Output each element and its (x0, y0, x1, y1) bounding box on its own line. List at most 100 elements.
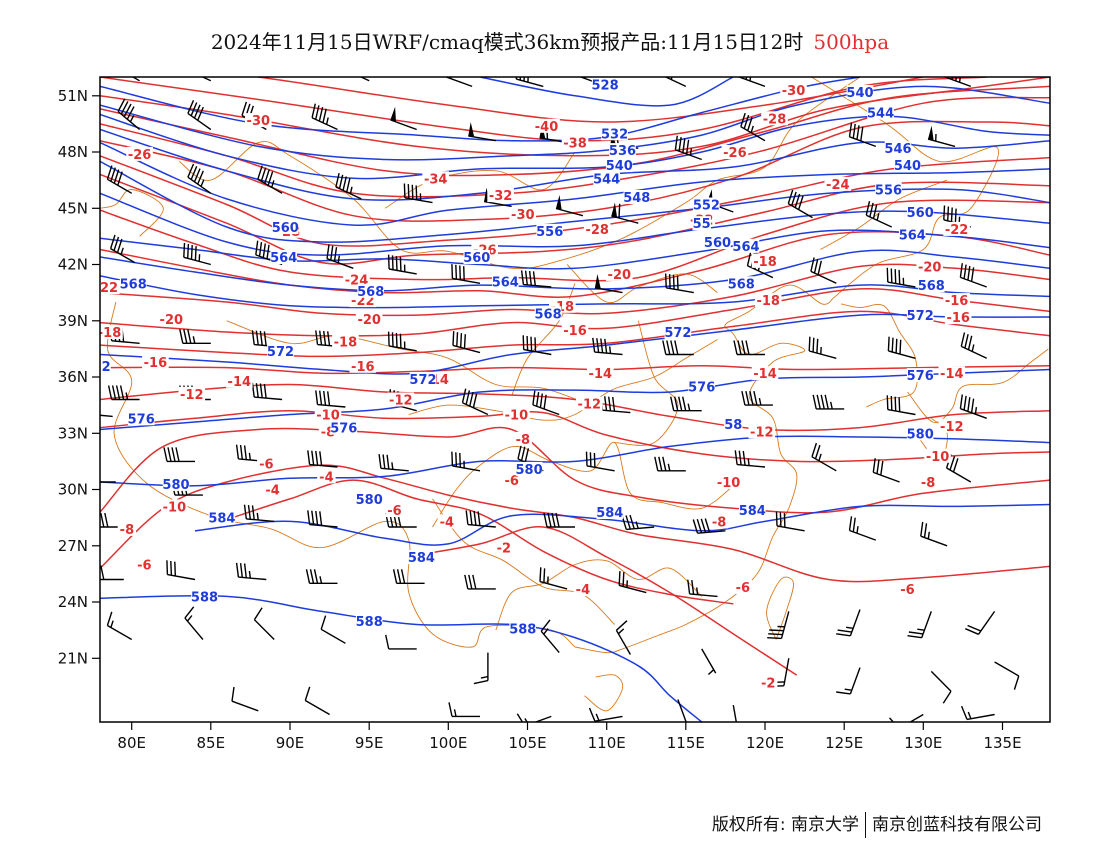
wind-barb (960, 332, 987, 359)
wind-barb (452, 331, 481, 354)
height-label: 560 (907, 206, 934, 221)
height-contour (100, 435, 1050, 487)
height-label: 556 (536, 225, 563, 240)
temperature-label-bg (100, 325, 123, 339)
height-label: 528 (592, 79, 619, 94)
temperature-label: -8 (516, 433, 530, 448)
temperature-label-bg (576, 396, 603, 411)
wind-barb (740, 112, 766, 142)
wind-barb (618, 571, 647, 594)
height-label: 576 (688, 380, 715, 395)
wind-barb (585, 451, 615, 472)
temperature-label: -20 (357, 313, 381, 328)
wind-barb (335, 172, 362, 200)
height-label-bg (664, 325, 692, 339)
height-label: 560 (704, 236, 731, 251)
boundary-line (820, 179, 948, 250)
temperature-label: -26 (723, 146, 747, 161)
wind-barb (836, 667, 861, 695)
copyright-footer: 版权所有: 南京大学 南京创蓝科技有限公司 (712, 810, 1042, 838)
temperature-contour (100, 383, 1050, 432)
wind-barb (944, 77, 972, 88)
temperature-label: -18 (98, 326, 122, 341)
height-label-bg (728, 276, 755, 291)
height-label: 540 (894, 159, 921, 174)
temperature-label: -22 (945, 223, 969, 238)
height-label-bg (918, 278, 945, 293)
height-label-bg (688, 379, 715, 394)
temperature-contour (100, 96, 1050, 198)
height-label: 576 (128, 412, 155, 427)
lon-label: 80E (117, 734, 146, 752)
temperature-label: -14 (940, 367, 964, 382)
height-label: 58 (724, 418, 742, 433)
height-label-bg (692, 216, 711, 231)
height-label-bg (355, 613, 383, 628)
temperature-label: -18 (334, 335, 358, 350)
height-label: 576 (330, 422, 357, 437)
lat-label: 51N (58, 87, 88, 105)
height-label: 584 (408, 551, 435, 566)
temperature-label-bg (385, 503, 404, 518)
temperature-label: -32 (489, 189, 513, 204)
wind-barb (387, 331, 417, 352)
height-label-bg (591, 77, 619, 92)
wind-barb (311, 103, 338, 131)
wind-barb (451, 264, 481, 284)
temperature-label-bg (117, 521, 137, 536)
temperature-label: -30 (247, 114, 271, 129)
height-label-bg (596, 505, 624, 519)
wind-barb (520, 270, 552, 288)
temperature-label-bg (142, 355, 169, 369)
height-label-bg (894, 158, 921, 173)
height-label-bg (867, 105, 894, 120)
lat-label: 39N (58, 312, 88, 330)
height-label: 584 (208, 512, 235, 527)
boundary-line (584, 674, 624, 712)
height-label: 564 (732, 240, 759, 255)
temperature-label-bg (437, 514, 456, 529)
height-label: 580 (162, 478, 189, 493)
temperature-label-bg (502, 473, 521, 488)
lat-label: 45N (58, 199, 88, 217)
temperature-label: -14 (589, 367, 613, 382)
title-main: 2024年11月15日WRF/cmaq模式36km预报产品:11月15日12时 (210, 30, 804, 54)
height-label: 72 (93, 360, 111, 375)
lon-label: 105E (508, 734, 546, 752)
temperature-label: -22 (95, 281, 119, 296)
temperature-label: -16 (563, 324, 587, 339)
temperature-label: -20 (918, 260, 942, 275)
temperature-label-bg (355, 311, 383, 326)
height-label-bg (884, 141, 912, 156)
temperature-label: -4 (440, 515, 454, 530)
lon-label: 90E (276, 734, 305, 752)
temperature-label-bg (606, 266, 633, 281)
temperature-contour (100, 426, 1050, 514)
boundary-line (574, 284, 834, 654)
temperature-label-bg (898, 581, 917, 596)
height-label-bg (732, 238, 760, 253)
temperature-label-bg (343, 272, 370, 287)
temperature-label-bg (387, 392, 415, 407)
height-label: 580 (356, 493, 383, 508)
temperature-label-bg (503, 407, 530, 422)
wind-barb (741, 390, 773, 406)
temperature-label: -38 (563, 137, 587, 152)
wind-barb (187, 163, 212, 194)
height-label-bg (606, 158, 633, 173)
wind-barb (848, 516, 877, 541)
temperature-label-bg (751, 366, 779, 381)
height-label-bg (693, 197, 720, 212)
wind-barb (163, 447, 195, 463)
height-label-bg (623, 190, 651, 204)
wind-barb (960, 705, 995, 721)
wind-barb (687, 579, 718, 598)
height-label-bg (899, 227, 926, 242)
temperature-label: -24 (826, 178, 850, 193)
wind-barb (100, 565, 124, 581)
temperature-label: -10 (926, 450, 950, 465)
height-label-bg (609, 143, 636, 158)
height-label: 568 (357, 285, 384, 300)
wind-barb (654, 456, 686, 472)
lon-label: 130E (904, 734, 942, 752)
